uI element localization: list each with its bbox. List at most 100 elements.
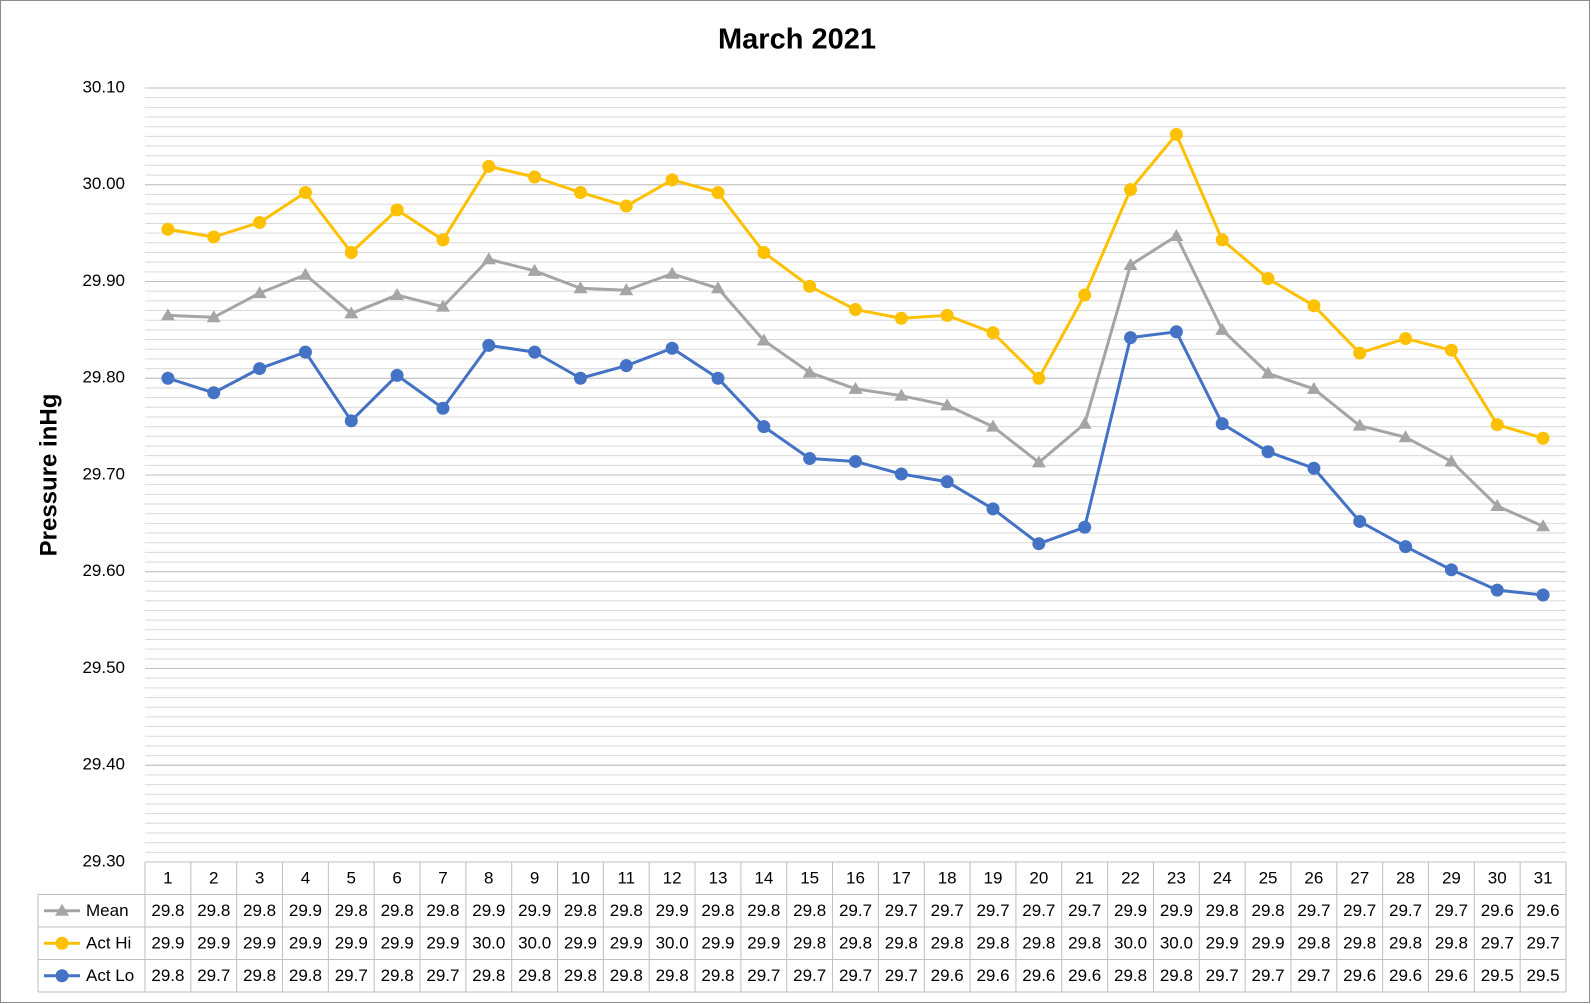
data-point: [573, 281, 588, 294]
data-point: [1399, 332, 1413, 346]
table-value: 29.9: [747, 934, 780, 953]
table-value: 29.9: [289, 901, 322, 920]
legend-marker: [55, 936, 69, 950]
x-tick-label: 8: [484, 869, 493, 888]
x-tick-label: 21: [1075, 869, 1094, 888]
table-value: 29.7: [335, 966, 368, 985]
x-tick-label: 27: [1350, 869, 1369, 888]
table-value: 29.8: [518, 966, 551, 985]
x-tick-label: 1: [163, 869, 172, 888]
data-point: [619, 359, 633, 373]
x-tick-label: 26: [1304, 869, 1323, 888]
data-point: [665, 341, 679, 355]
x-tick-label: 13: [709, 869, 728, 888]
table-value: 29.5: [1527, 966, 1560, 985]
table-value: 29.8: [197, 901, 230, 920]
data-point: [298, 345, 312, 359]
data-point: [1444, 563, 1458, 577]
table-value: 29.7: [1022, 901, 1055, 920]
data-point: [1444, 454, 1459, 467]
x-tick-label: 10: [571, 869, 590, 888]
data-point: [1169, 325, 1183, 339]
data-point: [1307, 461, 1321, 475]
data-point: [802, 365, 817, 378]
data-point: [206, 310, 221, 323]
table-value: 29.7: [793, 966, 826, 985]
data-point: [1215, 233, 1229, 247]
table-value: 29.9: [335, 934, 368, 953]
data-point: [848, 381, 863, 394]
data-point: [1032, 371, 1046, 385]
y-tick-label: 29.70: [82, 464, 125, 483]
data-point: [849, 303, 862, 317]
data-point: [298, 267, 313, 280]
data-point: [711, 185, 725, 199]
data-point: [940, 308, 954, 322]
data-point: [527, 263, 542, 276]
data-point: [710, 281, 725, 294]
data-point: [1261, 445, 1275, 459]
table-value: 29.9: [426, 934, 459, 953]
y-tick-label: 29.90: [82, 271, 125, 290]
legend-label: Act Lo: [86, 966, 134, 985]
x-tick-label: 14: [754, 869, 773, 888]
table-value: 29.6: [1343, 966, 1376, 985]
data-point: [711, 371, 725, 385]
data-point: [1031, 455, 1046, 468]
data-point: [1398, 430, 1413, 443]
data-point: [756, 333, 771, 346]
table-value: 29.9: [610, 934, 643, 953]
table-value: 29.5: [1481, 966, 1514, 985]
table-value: 29.7: [839, 901, 872, 920]
table-value: 29.8: [1206, 901, 1239, 920]
data-point: [528, 170, 542, 184]
data-point: [665, 266, 680, 279]
data-point: [253, 362, 267, 376]
data-point: [1536, 588, 1550, 602]
x-tick-label: 19: [984, 869, 1003, 888]
data-point: [1215, 322, 1230, 335]
table-value: 29.7: [1206, 966, 1239, 985]
x-tick-label: 23: [1167, 869, 1186, 888]
data-point: [160, 308, 175, 321]
data-point: [665, 173, 679, 187]
x-tick-label: 24: [1213, 869, 1232, 888]
x-tick-label: 31: [1534, 869, 1553, 888]
legend-marker: [55, 903, 69, 916]
data-point: [894, 388, 909, 401]
table-value: 29.7: [1297, 901, 1330, 920]
data-point: [757, 245, 771, 259]
table-value: 29.7: [885, 901, 918, 920]
table-value: 29.8: [931, 934, 964, 953]
table-value: 29.8: [1435, 934, 1468, 953]
x-tick-label: 20: [1029, 869, 1048, 888]
x-tick-label: 7: [438, 869, 447, 888]
data-point: [619, 199, 633, 213]
data-point: [1078, 520, 1092, 534]
table-value: 29.7: [1527, 934, 1560, 953]
data-point: [436, 401, 450, 415]
chart-title: March 2021: [718, 24, 876, 56]
x-tick-label: 9: [530, 869, 539, 888]
table-value: 29.6: [1022, 966, 1055, 985]
data-point: [1169, 127, 1183, 141]
table-value: 29.6: [1435, 966, 1468, 985]
data-point: [1353, 514, 1367, 528]
data-point: [528, 345, 542, 359]
table-value: 29.8: [610, 901, 643, 920]
data-point: [1215, 417, 1229, 431]
table-value: 29.8: [793, 934, 826, 953]
table-value: 29.8: [656, 966, 689, 985]
data-point: [253, 215, 267, 229]
table-value: 30.0: [472, 934, 505, 953]
table-value: 29.9: [197, 934, 230, 953]
table-value: 29.6: [1481, 901, 1514, 920]
data-point: [1169, 229, 1184, 242]
data-point: [1078, 288, 1092, 302]
data-point: [390, 288, 405, 301]
data-point: [1490, 498, 1505, 511]
data-point: [435, 299, 450, 312]
data-point: [757, 420, 771, 434]
table-value: 29.7: [197, 966, 230, 985]
